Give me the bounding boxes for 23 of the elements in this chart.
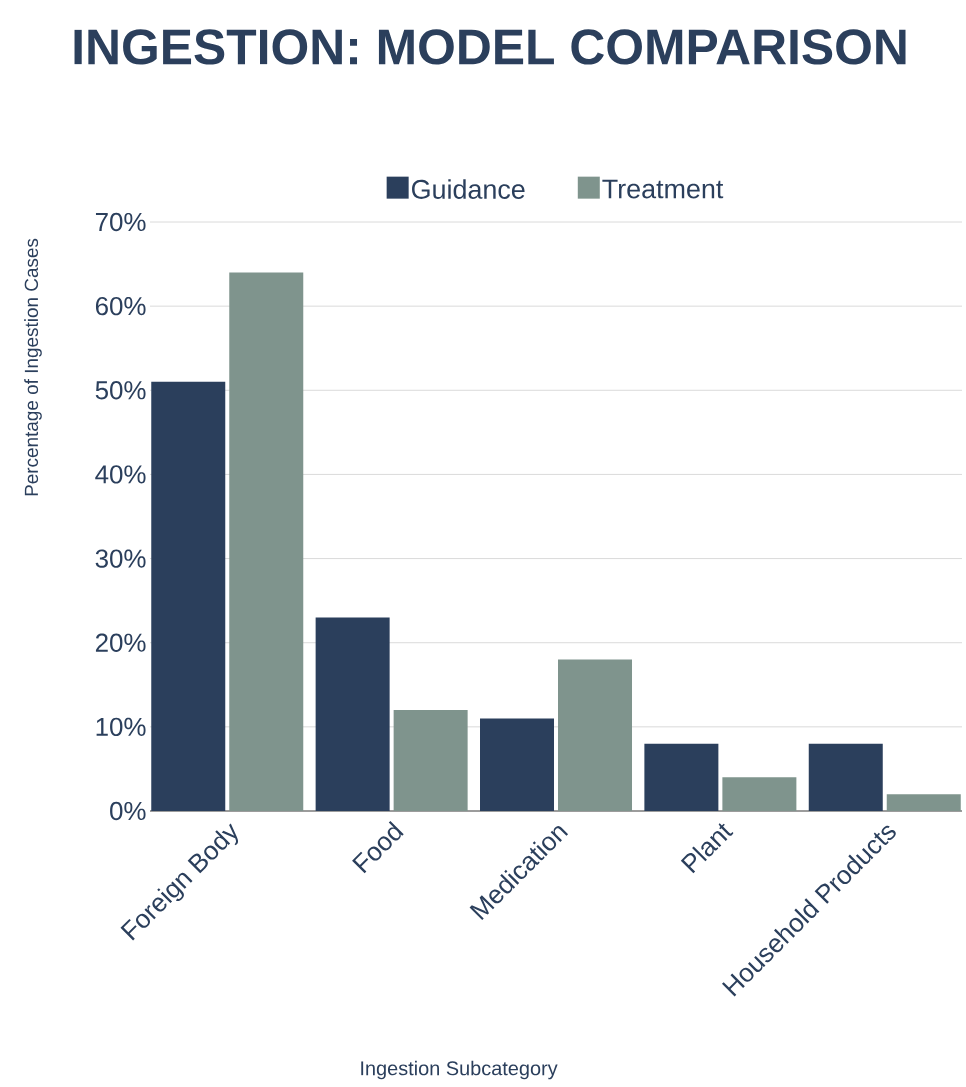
y-tick-label: 20% [95, 633, 146, 652]
bar [808, 743, 883, 811]
y-tick-label: 60% [95, 296, 146, 316]
y-tick-label: 30% [95, 549, 146, 568]
y-tick-label: 50% [95, 381, 146, 400]
bar [722, 777, 797, 811]
y-tick-label: 40% [95, 465, 146, 484]
bar [315, 617, 390, 811]
legend-label: Guidance [412, 179, 525, 199]
bar [558, 659, 633, 811]
y-tick-label: 10% [96, 717, 146, 737]
bar [644, 743, 719, 811]
legend-label: Treatment [602, 179, 724, 199]
y-tick-label: 70% [95, 212, 146, 232]
bar [480, 718, 554, 811]
bar [393, 710, 468, 811]
bar [886, 794, 961, 811]
bar [229, 272, 304, 811]
y-axis-title: Percentage of Ingestion Cases [24, 238, 42, 496]
x-axis-title: Ingestion Subcategory [361, 1060, 558, 1080]
bar [151, 381, 226, 811]
y-tick-label: 0% [110, 801, 146, 821]
chart-title: INGESTION: MODEL COMPARISON [74, 29, 906, 65]
